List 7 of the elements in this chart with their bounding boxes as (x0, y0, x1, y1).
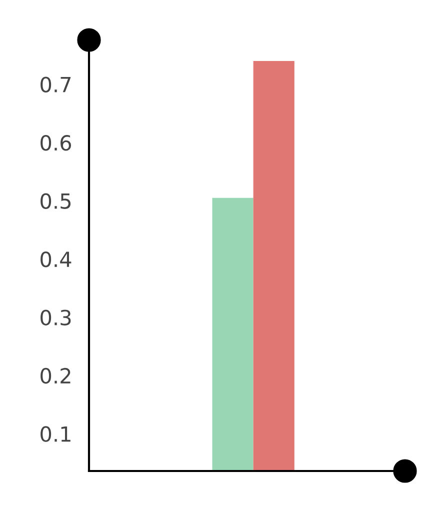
y-tick-label: 0.2 (40, 368, 70, 384)
y-tick-label: 0.3 (40, 310, 71, 326)
y-tick-label: 0.6 (40, 134, 72, 151)
y-tick-label: 0.5 (40, 193, 71, 209)
y-tick-label: 0.7 (40, 76, 71, 92)
y-tick-label: 0.1 (40, 426, 70, 442)
y-tick-label: 0.4 (40, 251, 72, 268)
